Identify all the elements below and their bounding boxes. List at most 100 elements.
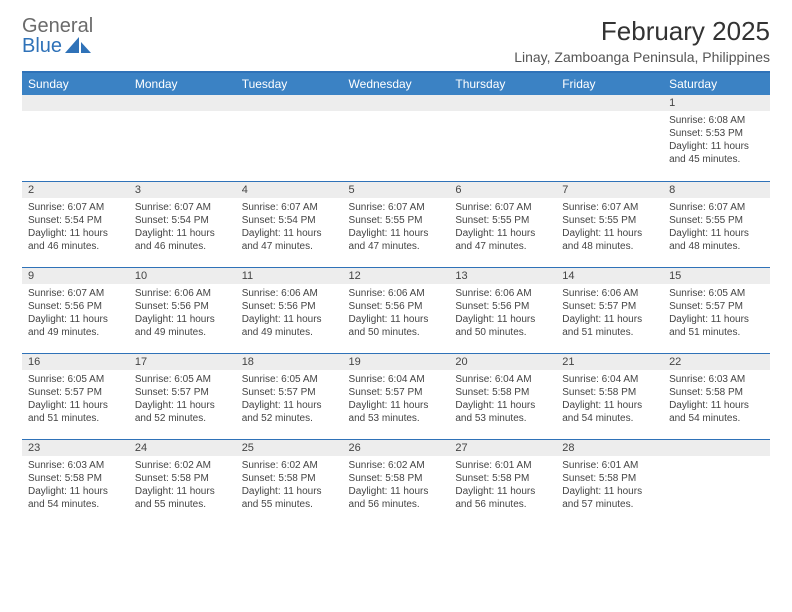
day-number: 1 bbox=[663, 95, 770, 111]
day-cell: 5Sunrise: 6:07 AMSunset: 5:55 PMDaylight… bbox=[343, 181, 450, 267]
day-line: Sunset: 5:57 PM bbox=[562, 300, 657, 313]
day-cell: 22Sunrise: 6:03 AMSunset: 5:58 PMDayligh… bbox=[663, 353, 770, 439]
col-monday: Monday bbox=[129, 72, 236, 95]
day-cell: 20Sunrise: 6:04 AMSunset: 5:58 PMDayligh… bbox=[449, 353, 556, 439]
day-line: Sunrise: 6:05 AM bbox=[242, 373, 337, 386]
day-line: Sunset: 5:54 PM bbox=[242, 214, 337, 227]
day-number: 28 bbox=[556, 440, 663, 456]
day-line: Daylight: 11 hours and 50 minutes. bbox=[349, 313, 444, 339]
day-number: 4 bbox=[236, 182, 343, 198]
week-row: 23Sunrise: 6:03 AMSunset: 5:58 PMDayligh… bbox=[22, 439, 770, 525]
day-number: 24 bbox=[129, 440, 236, 456]
day-cell: 21Sunrise: 6:04 AMSunset: 5:58 PMDayligh… bbox=[556, 353, 663, 439]
day-cell: 1Sunrise: 6:08 AMSunset: 5:53 PMDaylight… bbox=[663, 95, 770, 181]
day-cell bbox=[449, 95, 556, 181]
logo-line2-row: Blue bbox=[22, 36, 93, 56]
day-line: Sunset: 5:58 PM bbox=[349, 472, 444, 485]
day-body: Sunrise: 6:06 AMSunset: 5:56 PMDaylight:… bbox=[129, 284, 236, 343]
day-line: Daylight: 11 hours and 56 minutes. bbox=[349, 485, 444, 511]
day-line: Sunset: 5:58 PM bbox=[28, 472, 123, 485]
day-number: 12 bbox=[343, 268, 450, 284]
day-line: Daylight: 11 hours and 49 minutes. bbox=[242, 313, 337, 339]
day-number bbox=[236, 95, 343, 111]
day-cell: 12Sunrise: 6:06 AMSunset: 5:56 PMDayligh… bbox=[343, 267, 450, 353]
day-line: Sunrise: 6:07 AM bbox=[562, 201, 657, 214]
logo: General Blue bbox=[22, 16, 93, 56]
day-number: 26 bbox=[343, 440, 450, 456]
day-cell: 10Sunrise: 6:06 AMSunset: 5:56 PMDayligh… bbox=[129, 267, 236, 353]
day-body: Sunrise: 6:02 AMSunset: 5:58 PMDaylight:… bbox=[343, 456, 450, 515]
day-body: Sunrise: 6:04 AMSunset: 5:58 PMDaylight:… bbox=[556, 370, 663, 429]
day-cell: 18Sunrise: 6:05 AMSunset: 5:57 PMDayligh… bbox=[236, 353, 343, 439]
day-line: Daylight: 11 hours and 53 minutes. bbox=[455, 399, 550, 425]
day-number: 19 bbox=[343, 354, 450, 370]
day-line: Sunset: 5:57 PM bbox=[242, 386, 337, 399]
day-number: 8 bbox=[663, 182, 770, 198]
day-line: Sunrise: 6:03 AM bbox=[28, 459, 123, 472]
day-line: Sunset: 5:53 PM bbox=[669, 127, 764, 140]
day-cell bbox=[556, 95, 663, 181]
day-line: Sunrise: 6:06 AM bbox=[562, 287, 657, 300]
day-line: Daylight: 11 hours and 48 minutes. bbox=[669, 227, 764, 253]
day-body: Sunrise: 6:04 AMSunset: 5:57 PMDaylight:… bbox=[343, 370, 450, 429]
day-line: Daylight: 11 hours and 46 minutes. bbox=[135, 227, 230, 253]
day-line: Daylight: 11 hours and 51 minutes. bbox=[669, 313, 764, 339]
day-cell: 3Sunrise: 6:07 AMSunset: 5:54 PMDaylight… bbox=[129, 181, 236, 267]
day-line: Sunrise: 6:04 AM bbox=[455, 373, 550, 386]
day-line: Daylight: 11 hours and 46 minutes. bbox=[28, 227, 123, 253]
day-cell: 2Sunrise: 6:07 AMSunset: 5:54 PMDaylight… bbox=[22, 181, 129, 267]
day-body: Sunrise: 6:02 AMSunset: 5:58 PMDaylight:… bbox=[236, 456, 343, 515]
day-number: 21 bbox=[556, 354, 663, 370]
day-line: Sunset: 5:57 PM bbox=[669, 300, 764, 313]
day-cell bbox=[129, 95, 236, 181]
day-body: Sunrise: 6:05 AMSunset: 5:57 PMDaylight:… bbox=[236, 370, 343, 429]
day-line: Sunset: 5:57 PM bbox=[349, 386, 444, 399]
day-cell: 7Sunrise: 6:07 AMSunset: 5:55 PMDaylight… bbox=[556, 181, 663, 267]
day-line: Sunset: 5:57 PM bbox=[28, 386, 123, 399]
day-number: 10 bbox=[129, 268, 236, 284]
day-line: Sunrise: 6:07 AM bbox=[455, 201, 550, 214]
day-line: Sunset: 5:55 PM bbox=[669, 214, 764, 227]
col-thursday: Thursday bbox=[449, 72, 556, 95]
day-line: Sunrise: 6:06 AM bbox=[242, 287, 337, 300]
day-line: Sunrise: 6:07 AM bbox=[135, 201, 230, 214]
day-line: Sunset: 5:56 PM bbox=[28, 300, 123, 313]
day-body: Sunrise: 6:06 AMSunset: 5:56 PMDaylight:… bbox=[343, 284, 450, 343]
day-line: Sunset: 5:58 PM bbox=[562, 386, 657, 399]
day-line: Sunset: 5:55 PM bbox=[349, 214, 444, 227]
calendar-table: Sunday Monday Tuesday Wednesday Thursday… bbox=[22, 71, 770, 525]
col-sunday: Sunday bbox=[22, 72, 129, 95]
day-number bbox=[663, 440, 770, 456]
day-number bbox=[449, 95, 556, 111]
col-tuesday: Tuesday bbox=[236, 72, 343, 95]
day-number: 23 bbox=[22, 440, 129, 456]
day-number: 25 bbox=[236, 440, 343, 456]
day-line: Daylight: 11 hours and 47 minutes. bbox=[349, 227, 444, 253]
logo-line2: Blue bbox=[22, 36, 62, 56]
col-friday: Friday bbox=[556, 72, 663, 95]
day-body: Sunrise: 6:06 AMSunset: 5:56 PMDaylight:… bbox=[449, 284, 556, 343]
day-line: Daylight: 11 hours and 55 minutes. bbox=[135, 485, 230, 511]
day-number: 9 bbox=[22, 268, 129, 284]
day-cell: 25Sunrise: 6:02 AMSunset: 5:58 PMDayligh… bbox=[236, 439, 343, 525]
day-line: Sunrise: 6:06 AM bbox=[135, 287, 230, 300]
day-line: Sunrise: 6:02 AM bbox=[135, 459, 230, 472]
day-line: Daylight: 11 hours and 55 minutes. bbox=[242, 485, 337, 511]
day-number bbox=[22, 95, 129, 111]
day-line: Daylight: 11 hours and 49 minutes. bbox=[135, 313, 230, 339]
day-number: 20 bbox=[449, 354, 556, 370]
day-line: Daylight: 11 hours and 54 minutes. bbox=[28, 485, 123, 511]
day-line: Sunset: 5:56 PM bbox=[242, 300, 337, 313]
day-cell: 8 Sunrise: 6:07 AMSunset: 5:55 PMDaylight… bbox=[663, 181, 770, 267]
day-line: Sunset: 5:54 PM bbox=[135, 214, 230, 227]
day-cell bbox=[236, 95, 343, 181]
day-body: Sunrise: 6:05 AMSunset: 5:57 PMDaylight:… bbox=[129, 370, 236, 429]
day-number: 7 bbox=[556, 182, 663, 198]
day-line: Daylight: 11 hours and 51 minutes. bbox=[562, 313, 657, 339]
day-body: Sunrise: 6:01 AMSunset: 5:58 PMDaylight:… bbox=[556, 456, 663, 515]
day-line: Sunrise: 6:07 AM bbox=[669, 201, 764, 214]
day-line: Daylight: 11 hours and 50 minutes. bbox=[455, 313, 550, 339]
day-number: 22 bbox=[663, 354, 770, 370]
day-line: Sunrise: 6:08 AM bbox=[669, 114, 764, 127]
day-line: Sunrise: 6:05 AM bbox=[135, 373, 230, 386]
